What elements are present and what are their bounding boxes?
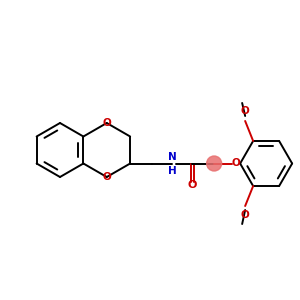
Text: O: O — [188, 181, 197, 190]
Text: O: O — [241, 210, 250, 220]
Text: H: H — [168, 166, 176, 176]
Text: O: O — [232, 158, 241, 169]
Text: O: O — [241, 106, 250, 116]
Text: O: O — [102, 118, 111, 128]
Text: N: N — [168, 152, 176, 161]
Text: O: O — [102, 172, 111, 182]
Circle shape — [207, 156, 222, 171]
